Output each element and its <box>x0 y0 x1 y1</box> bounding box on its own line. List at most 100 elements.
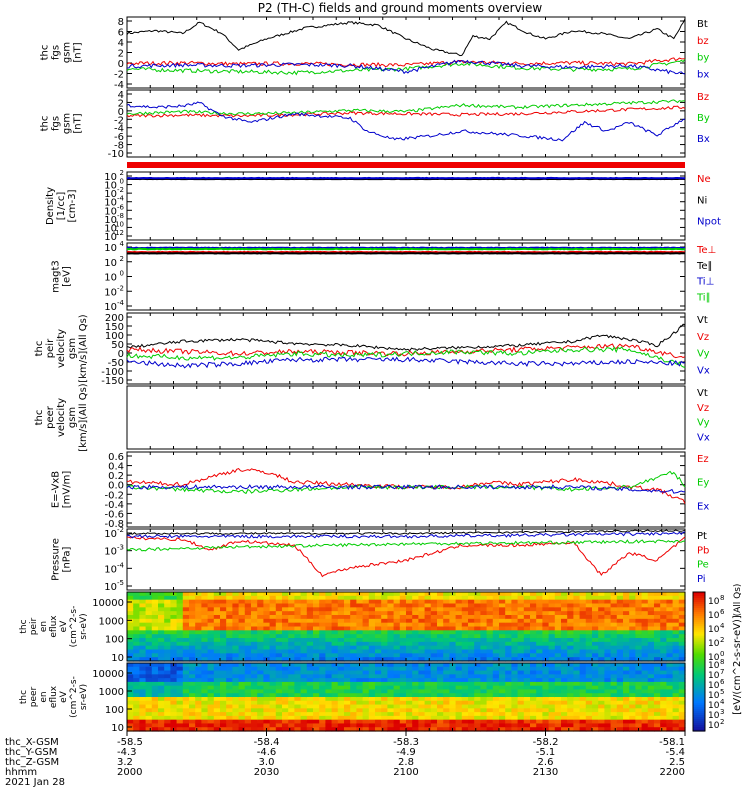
spectrogram-cell <box>164 615 171 620</box>
spectrogram-cell <box>145 634 153 639</box>
spectrogram-cell <box>393 603 401 608</box>
spectrogram-cell <box>406 666 413 672</box>
spectrogram-cell <box>629 712 636 717</box>
spectrogram-cell <box>158 685 165 691</box>
spectrogram-cell <box>220 666 227 672</box>
spectrogram-cell <box>412 666 419 672</box>
spectrogram-cell <box>492 592 500 597</box>
legend-label: Pi <box>697 574 706 585</box>
spectrogram-cell <box>356 615 364 620</box>
spectrogram-cell <box>443 700 450 706</box>
spectrogram-cell <box>195 607 202 612</box>
spectrogram-cell <box>554 663 562 668</box>
y-axis-label: en <box>39 691 49 702</box>
spectrogram-cell <box>660 607 667 612</box>
spectrogram-cell <box>387 712 395 717</box>
spectrogram-cell <box>356 678 364 683</box>
spectrogram-cell <box>536 727 543 732</box>
spectrogram-cell <box>530 607 537 612</box>
spectrogram-cell <box>623 611 630 616</box>
spectrogram-cell <box>158 653 165 658</box>
spectrogram-cell <box>678 727 686 732</box>
spectrogram-cell <box>164 689 171 694</box>
spectrogram-cell <box>468 704 475 709</box>
spectrogram-cell <box>455 599 463 605</box>
spectrogram-cell <box>362 666 370 672</box>
spectrogram-cell <box>666 678 674 683</box>
colorbar-cell <box>693 617 705 621</box>
spectrogram-cell <box>672 603 680 608</box>
spectrogram-cell <box>368 678 376 683</box>
spectrogram-cell <box>362 641 370 647</box>
spectrogram-cell <box>393 708 401 713</box>
spectrogram-cell <box>554 638 562 643</box>
spectrogram-cell <box>672 595 680 601</box>
spectrogram-cell <box>660 678 667 683</box>
spectrogram-cell <box>579 615 587 620</box>
spectrogram-cell <box>585 618 593 624</box>
spectrogram-cell <box>263 653 271 658</box>
spectrogram-cell <box>251 645 258 651</box>
spectrogram-cell <box>368 607 376 612</box>
spectrogram-cell <box>424 611 432 616</box>
spectrogram-cell <box>257 626 264 631</box>
x-axis-row-label: thc_Y-GSM <box>5 747 57 758</box>
spectrogram-cell <box>300 678 308 683</box>
spectrogram-cell <box>455 727 463 732</box>
y-tick-label: 8 <box>118 17 124 28</box>
spectrogram-cell <box>629 678 636 683</box>
spectrogram-cell <box>350 626 357 631</box>
spectrogram-cell <box>263 715 271 721</box>
y-axis-label: gsm <box>67 407 78 428</box>
spectrogram-cell <box>573 603 581 608</box>
spectrogram-cell <box>269 704 277 709</box>
spectrogram-cell <box>195 663 202 668</box>
spectrogram-cell <box>158 670 165 675</box>
spectrogram-cell <box>641 727 649 732</box>
spectrogram-cell <box>418 693 426 698</box>
spectrogram-cell <box>294 678 302 683</box>
spectrogram-cell <box>517 723 525 728</box>
spectrogram-cell <box>455 645 463 651</box>
spectrogram-cell <box>195 634 202 639</box>
spectrogram-cell <box>375 634 382 639</box>
spectrogram-cell <box>244 638 252 643</box>
y-axis-label: [1/cc] <box>56 192 67 221</box>
spectrogram-cell <box>616 592 624 597</box>
spectrogram-cell <box>654 681 661 687</box>
spectrogram-cell <box>257 630 264 635</box>
spectrogram-cell <box>176 708 184 713</box>
spectrogram-cell <box>412 611 419 616</box>
spectrogram-cell <box>306 592 314 597</box>
spectrogram-cell <box>399 685 407 691</box>
spectrogram-cell <box>368 595 376 601</box>
spectrogram-cell <box>399 708 407 713</box>
spectrogram-cell <box>201 634 209 639</box>
spectrogram-cell <box>269 657 277 662</box>
spectrogram-cell <box>561 697 568 702</box>
spectrogram-cell <box>220 715 227 721</box>
spectrogram-cell <box>158 663 165 668</box>
spectrogram-cell <box>350 666 357 672</box>
spectrogram-cell <box>133 641 140 647</box>
spectrogram-cell <box>461 723 469 728</box>
spectrogram-cell <box>486 693 494 698</box>
spectrogram-cell <box>158 618 165 624</box>
spectrogram-cell <box>176 626 184 631</box>
spectrogram-cell <box>356 645 364 651</box>
spectrogram-cell <box>455 666 463 672</box>
spectrogram-cell <box>424 681 432 687</box>
spectrogram-cell <box>598 622 605 628</box>
spectrogram-cell <box>127 704 134 709</box>
spectrogram-cell <box>331 645 339 651</box>
y-tick-label: -0.8 <box>104 519 124 530</box>
spectrogram-cell <box>325 622 333 628</box>
spectrogram-cell <box>238 638 246 643</box>
spectrogram-cell <box>220 681 227 687</box>
spectrogram-cell <box>480 657 488 662</box>
spectrogram-cell <box>523 700 531 706</box>
spectrogram-cell <box>226 641 233 647</box>
series-line-Pi <box>126 531 686 539</box>
spectrogram-cell <box>604 666 612 672</box>
spectrogram-cell <box>647 595 655 601</box>
